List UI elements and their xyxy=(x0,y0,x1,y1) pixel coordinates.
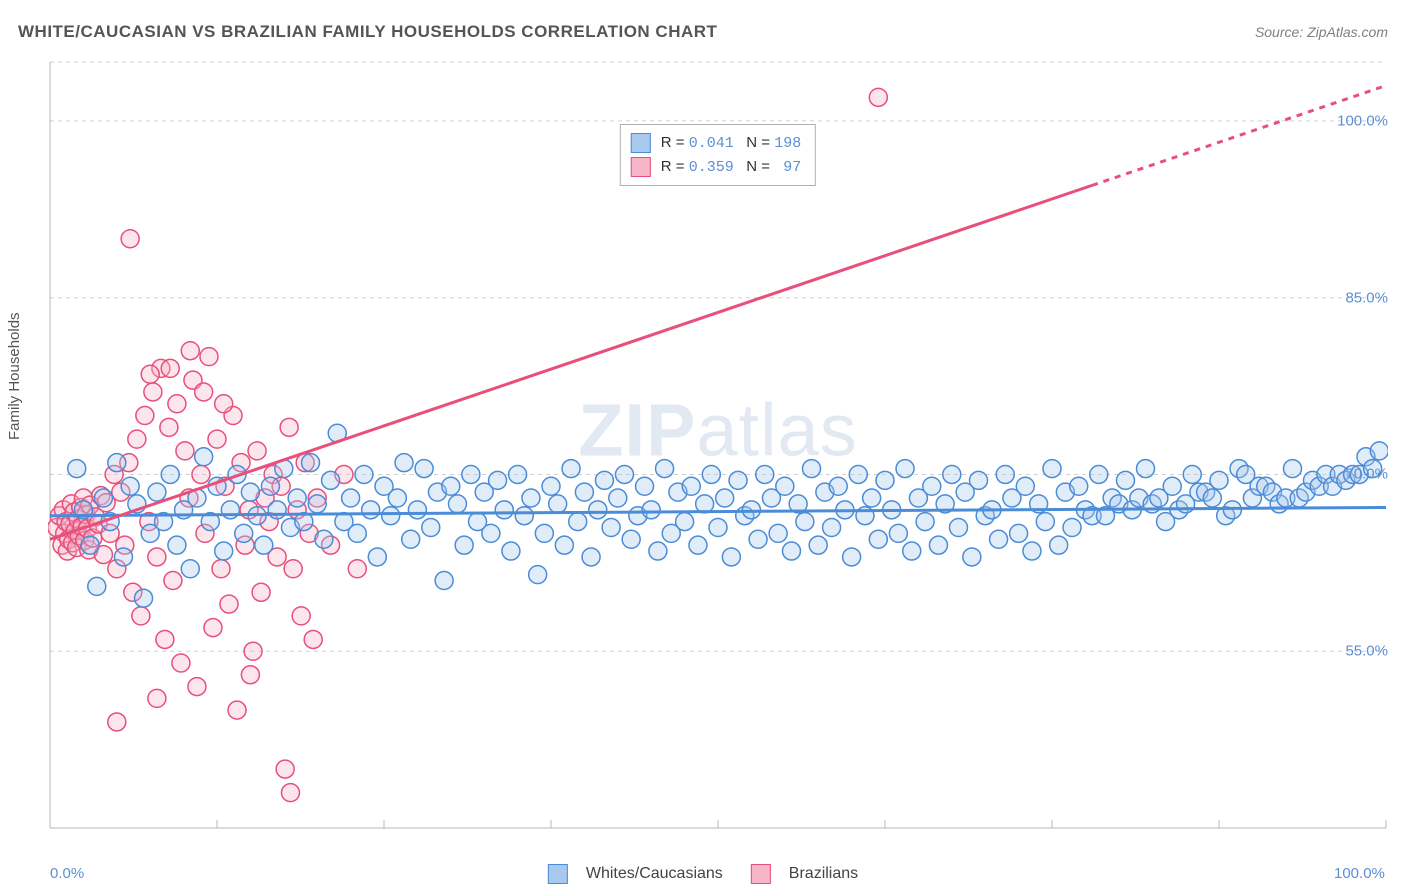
x-tick-label-right: 100.0% xyxy=(1334,865,1385,882)
legend-label: Brazilians xyxy=(789,865,858,883)
y-tick-label: 70.0% xyxy=(1345,466,1388,483)
stats-legend: R = 0.041 N = 198 R = 0.359 N = 97 xyxy=(620,124,816,186)
chart-title: WHITE/CAUCASIAN VS BRAZILIAN FAMILY HOUS… xyxy=(18,22,717,42)
y-tick-label: 100.0% xyxy=(1337,112,1388,129)
legend-item: Whites/Caucasians xyxy=(548,864,723,884)
x-tick-label-left: 0.0% xyxy=(50,865,84,882)
source-label: Source: ZipAtlas.com xyxy=(1255,24,1388,40)
y-tick-label: 85.0% xyxy=(1345,289,1388,306)
stats-text: R = 0.359 N = 97 xyxy=(661,158,801,176)
legend-label: Whites/Caucasians xyxy=(586,865,723,883)
bottom-legend: Whites/Caucasians Brazilians xyxy=(548,864,858,884)
legend-swatch xyxy=(751,864,771,884)
legend-swatch xyxy=(631,133,651,153)
y-axis-label: Family Households xyxy=(6,312,23,440)
stats-row: R = 0.359 N = 97 xyxy=(631,155,801,179)
y-tick-label: 55.0% xyxy=(1345,643,1388,660)
stats-text: R = 0.041 N = 198 xyxy=(661,134,801,152)
legend-swatch xyxy=(548,864,568,884)
stats-row: R = 0.041 N = 198 xyxy=(631,131,801,155)
chart-area: ZIPatlas R = 0.041 N = 198R = 0.359 N = … xyxy=(48,60,1388,830)
legend-swatch xyxy=(631,157,651,177)
legend-item: Brazilians xyxy=(751,864,858,884)
